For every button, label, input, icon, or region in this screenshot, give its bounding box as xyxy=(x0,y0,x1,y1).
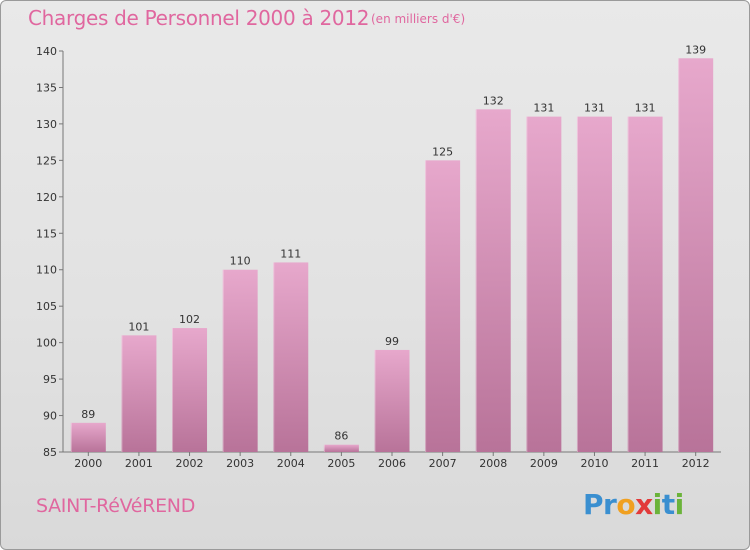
brand-logo: Proxiti xyxy=(583,488,684,521)
bar-value-label: 86 xyxy=(334,430,348,443)
y-tick-label: 100 xyxy=(36,337,57,350)
axes: 85 90 95 100 105 110 115 120 125 130 135 140 xyxy=(36,45,721,459)
y-tick-label: 135 xyxy=(36,81,57,94)
bar-value-label: 131 xyxy=(635,102,656,115)
bar xyxy=(678,58,714,453)
bar-value-label: 102 xyxy=(179,313,200,326)
brand-letter: r xyxy=(603,488,617,521)
bar xyxy=(172,328,208,452)
x-tick-label: 2004 xyxy=(277,457,305,470)
y-tick-label: 125 xyxy=(36,154,57,167)
x-tick-label: 2012 xyxy=(682,457,710,470)
bar xyxy=(121,335,157,452)
bar xyxy=(273,262,309,452)
bar xyxy=(374,349,410,452)
brand-letter: i xyxy=(674,488,685,521)
bar xyxy=(576,116,612,453)
y-tick-label: 110 xyxy=(36,264,57,277)
y-tick-label: 120 xyxy=(36,191,57,204)
x-tick-label: 2000 xyxy=(74,457,102,470)
y-tick-label: 105 xyxy=(36,300,57,313)
brand-letter: i xyxy=(652,488,663,521)
bar-value-label: 125 xyxy=(432,145,453,158)
labels: 89 2000 101 2001 102 2002 110 2003 111 2004 86 2005… xyxy=(74,43,709,470)
bar-value-label: 132 xyxy=(483,94,504,107)
bar xyxy=(425,160,461,452)
x-tick-label: 2011 xyxy=(631,457,659,470)
bar-value-label: 89 xyxy=(81,408,95,421)
bar xyxy=(526,116,562,453)
y-tick-label: 115 xyxy=(36,227,57,240)
x-tick-label: 2006 xyxy=(378,457,406,470)
bar-value-label: 110 xyxy=(230,255,251,268)
bar xyxy=(222,269,258,452)
brand-letter: x xyxy=(635,488,653,521)
bars xyxy=(70,58,714,453)
x-tick-label: 2001 xyxy=(125,457,153,470)
brand-letter: P xyxy=(583,488,604,521)
bar-value-label: 131 xyxy=(584,102,605,115)
bar xyxy=(475,109,511,452)
brand-letter: o xyxy=(616,488,636,521)
x-tick-label: 2007 xyxy=(429,457,457,470)
bar-value-label: 131 xyxy=(533,102,554,115)
bar xyxy=(323,444,359,452)
x-tick-label: 2003 xyxy=(226,457,254,470)
bar-value-label: 99 xyxy=(385,335,399,348)
x-tick-label: 2009 xyxy=(530,457,558,470)
x-tick-label: 2005 xyxy=(327,457,355,470)
x-tick-label: 2008 xyxy=(479,457,507,470)
bar xyxy=(70,422,106,452)
chart-subtitle: (en milliers d'€) xyxy=(371,12,466,26)
bar-value-label: 139 xyxy=(685,43,706,56)
bar-value-label: 111 xyxy=(280,247,301,260)
y-tick-label: 130 xyxy=(36,118,57,131)
bar-value-label: 101 xyxy=(128,320,149,333)
y-tick-label: 85 xyxy=(43,446,57,459)
chart-title: Charges de Personnel 2000 à 2012 xyxy=(28,6,370,30)
city-name: SAINT-RéVéREND xyxy=(36,495,196,517)
brand-letter: t xyxy=(661,488,675,521)
x-tick-label: 2002 xyxy=(176,457,204,470)
x-tick-label: 2010 xyxy=(580,457,608,470)
bar xyxy=(627,116,663,453)
y-tick-label: 95 xyxy=(43,373,57,386)
y-tick-label: 140 xyxy=(36,45,57,58)
y-tick-label: 90 xyxy=(43,410,57,423)
